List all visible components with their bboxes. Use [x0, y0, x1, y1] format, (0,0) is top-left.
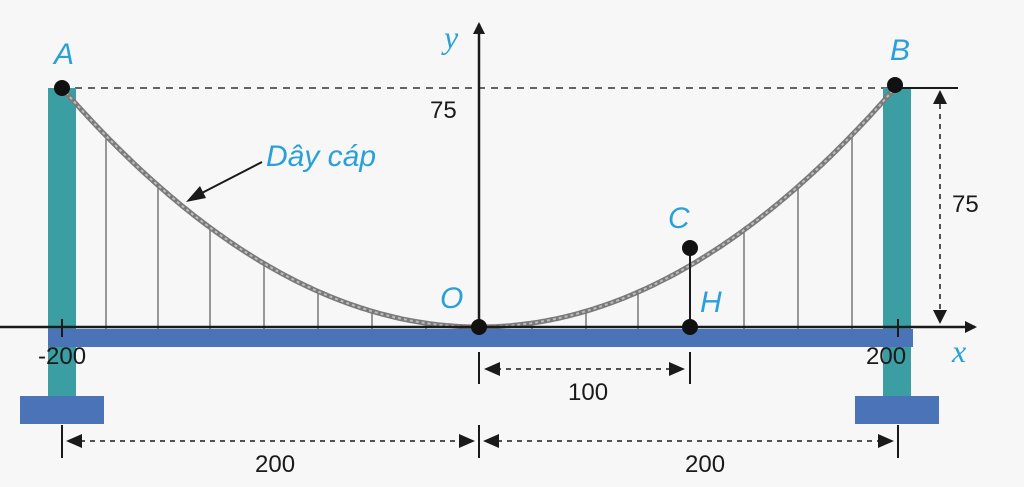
point-o	[471, 319, 487, 335]
dim-label-right: 200	[685, 451, 725, 478]
dim-label-oh: 100	[568, 379, 608, 406]
label-a: A	[52, 38, 74, 71]
cable-label: Dây cáp	[266, 140, 376, 173]
height-label-axis: 75	[430, 97, 457, 124]
point-b	[887, 77, 903, 93]
label-o: O	[440, 282, 463, 315]
tick-label-right: 200	[866, 343, 906, 370]
label-x-axis: x	[951, 333, 966, 369]
hanger-cables	[105, 134, 853, 329]
oh-arrow-right	[669, 362, 685, 376]
cable-pointer-head	[186, 186, 206, 202]
label-y-axis: y	[441, 19, 459, 55]
label-h: H	[700, 286, 722, 319]
point-a	[54, 80, 70, 96]
oh-arrow-left	[484, 362, 500, 376]
dim-right-arrow-a	[483, 434, 499, 448]
height-arrow-bottom	[933, 310, 947, 324]
bridge-deck	[48, 329, 913, 347]
dim-left-arrow-b	[459, 434, 475, 448]
point-c	[682, 240, 698, 256]
label-c: C	[668, 202, 690, 235]
height-label-side: 75	[952, 191, 979, 218]
label-b: B	[890, 34, 910, 67]
height-arrow-top	[933, 90, 947, 104]
dim-label-left: 200	[255, 451, 295, 478]
point-h	[682, 319, 698, 335]
dim-right-arrow-b	[878, 434, 894, 448]
left-tower-base	[20, 396, 104, 424]
right-tower-base	[855, 396, 939, 424]
tick-label-left: -200	[38, 343, 86, 370]
dim-left-arrow-a	[66, 434, 82, 448]
cable-pointer	[195, 161, 263, 197]
